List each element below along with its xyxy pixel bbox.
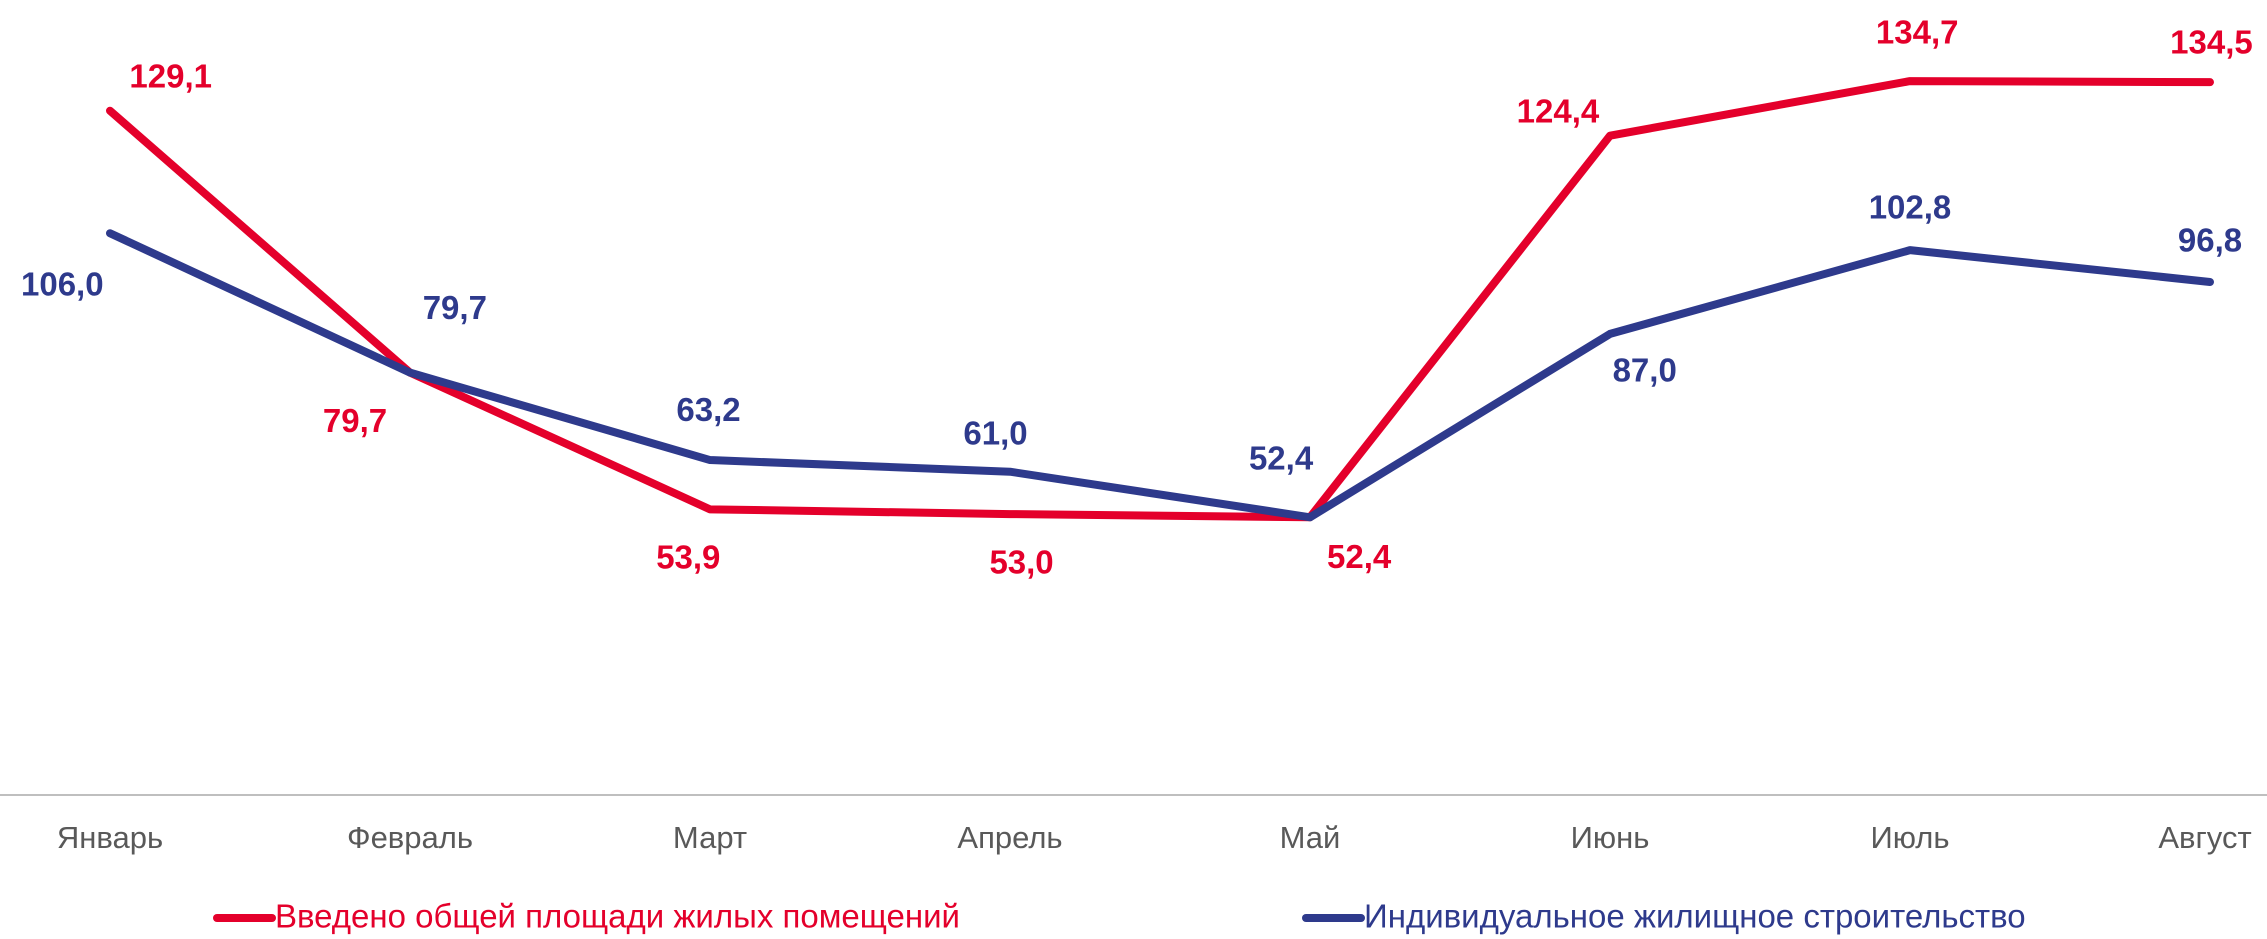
x-tick-label: Январь xyxy=(57,820,163,855)
x-tick-label: Август xyxy=(2158,820,2251,855)
data-label: 129,1 xyxy=(129,58,212,95)
series-line xyxy=(106,77,2214,522)
data-label: 53,0 xyxy=(989,543,1053,580)
series-line xyxy=(106,229,2214,522)
legend-label: Введено общей площади жилых помещений xyxy=(275,898,960,935)
data-label: 79,7 xyxy=(423,289,487,326)
data-label: 124,4 xyxy=(1517,93,1600,130)
x-tick-label: Февраль xyxy=(347,820,473,855)
data-label: 87,0 xyxy=(1613,352,1677,389)
x-tick-label: Июнь xyxy=(1571,820,1650,855)
data-label: 52,4 xyxy=(1249,440,1314,477)
data-label: 61,0 xyxy=(963,414,1027,451)
x-tick-label: Май xyxy=(1280,820,1341,855)
data-label: 134,7 xyxy=(1876,14,1959,51)
data-label: 53,9 xyxy=(656,539,720,576)
data-label: 134,5 xyxy=(2170,23,2253,60)
data-label: 106,0 xyxy=(21,265,104,302)
x-tick-label: Апрель xyxy=(957,820,1062,855)
data-label: 79,7 xyxy=(323,402,387,439)
data-label: 52,4 xyxy=(1327,538,1392,575)
data-label: 63,2 xyxy=(676,391,740,428)
data-label: 96,8 xyxy=(2178,222,2242,259)
x-tick-label: Июль xyxy=(1870,820,1949,855)
legend-label: Индивидуальное жилищное строительство xyxy=(1364,898,2026,935)
x-tick-label: Март xyxy=(673,820,747,855)
data-label: 102,8 xyxy=(1869,188,1952,225)
